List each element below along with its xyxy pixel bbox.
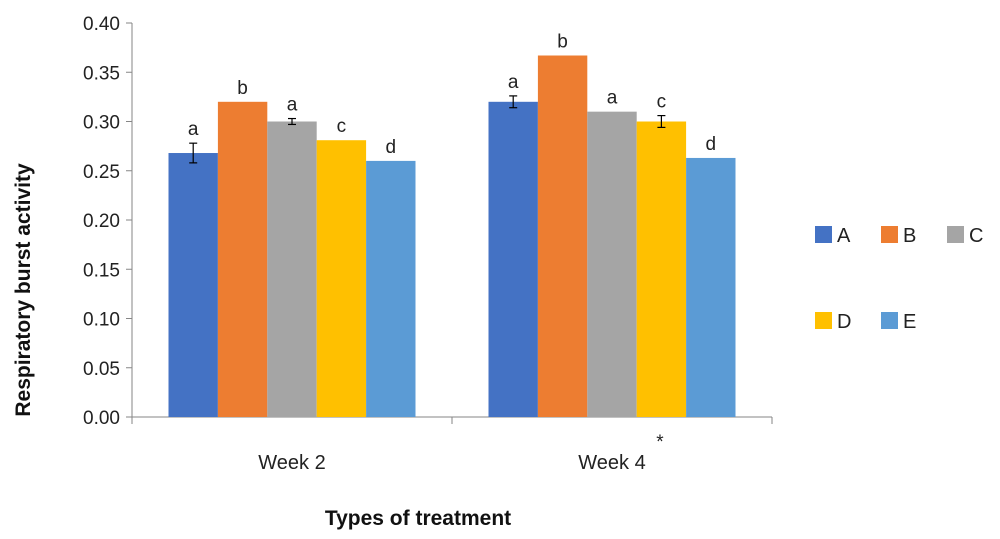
bars: a b a c d a b a c d * <box>168 32 736 453</box>
significance-label: a <box>188 119 199 140</box>
bar-E-week-2 <box>366 160 416 417</box>
significance-label: b <box>237 78 248 99</box>
legend-item-E: E <box>881 311 916 333</box>
significance-label: a <box>287 95 298 116</box>
y-tick-label: 0.15 <box>83 260 120 281</box>
legend: A B C D E <box>815 225 983 333</box>
legend-item-A: A <box>815 225 851 247</box>
legend-label: B <box>903 225 916 247</box>
legend-swatch <box>815 312 832 329</box>
bar-D-week-2 <box>316 140 367 417</box>
legend-label: A <box>837 225 851 247</box>
y-tick-label: 0.20 <box>83 211 120 232</box>
legend-label: E <box>903 311 916 333</box>
significance-label: c <box>337 116 347 137</box>
legend-item-B: B <box>881 225 916 247</box>
x-category-label: Week 2 <box>258 452 325 474</box>
bar-B-week-2 <box>217 101 268 418</box>
significance-label: a <box>607 88 618 109</box>
legend-swatch <box>815 226 832 243</box>
bar-B-week-4 <box>537 55 588 417</box>
significance-label: d <box>706 134 717 155</box>
legend-label: D <box>837 311 851 333</box>
legend-label: C <box>969 225 983 247</box>
y-axis-title: Respiratory burst activity <box>12 163 35 417</box>
legend-swatch <box>881 312 898 329</box>
x-axis: Week 2 Week 4 <box>131 416 773 474</box>
bar-C-week-4 <box>587 111 637 418</box>
bar-A-week-2 <box>168 153 218 417</box>
y-tick-label: 0.35 <box>83 63 120 84</box>
x-category-label: Week 4 <box>578 452 645 474</box>
legend-item-D: D <box>815 311 851 333</box>
bar-A-week-4 <box>488 101 538 418</box>
bar-D-week-4 <box>636 121 687 417</box>
y-axis: 0.00 0.05 0.10 0.15 0.20 0.25 0.30 0.35 0.40 <box>83 14 133 429</box>
bar-E-week-4 <box>686 157 736 417</box>
y-tick-label: 0.00 <box>83 408 120 429</box>
y-tick-label: 0.10 <box>83 310 120 331</box>
y-tick-label: 0.25 <box>83 162 120 183</box>
significance-label: a <box>508 72 519 93</box>
legend-swatch <box>881 226 898 243</box>
bar-C-week-2 <box>267 121 317 417</box>
significance-label: d <box>386 137 397 158</box>
legend-item-C: C <box>947 225 983 247</box>
annotation-asterisk: * <box>656 432 664 453</box>
y-tick-label: 0.30 <box>83 113 120 134</box>
significance-label: b <box>557 32 568 53</box>
significance-label: c <box>657 92 667 113</box>
y-tick-label: 0.05 <box>83 359 120 380</box>
y-tick-label: 0.40 <box>83 14 120 35</box>
legend-swatch <box>947 226 964 243</box>
x-axis-title: Types of treatment <box>325 507 511 530</box>
